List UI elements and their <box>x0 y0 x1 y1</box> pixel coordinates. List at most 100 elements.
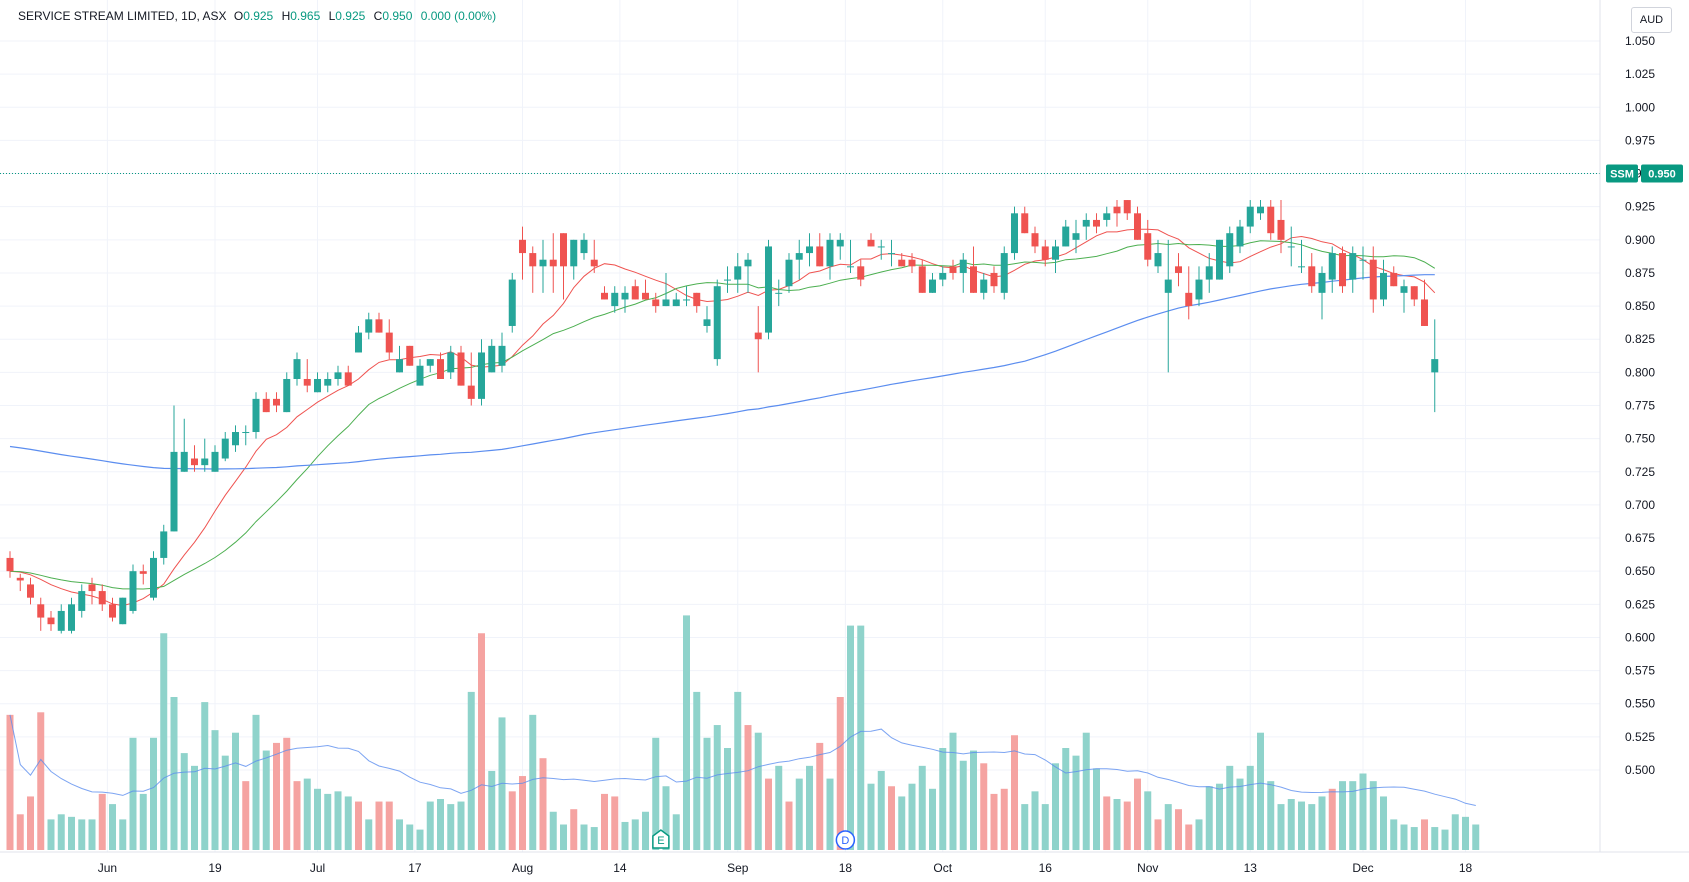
volume-bar <box>467 691 475 850</box>
candlesticks <box>6 200 1439 634</box>
candle-body <box>447 352 455 373</box>
volume-bar <box>1277 804 1285 850</box>
candle <box>1041 239 1049 267</box>
volume-bar <box>1267 781 1275 850</box>
event-marker-d[interactable]: D <box>835 830 856 850</box>
volume-bar <box>211 730 219 850</box>
candle <box>713 279 721 366</box>
currency-button[interactable]: AUD <box>1631 7 1672 33</box>
y-tick-label: 0.550 <box>1625 697 1655 711</box>
high-label: H <box>281 9 291 23</box>
volume-bar <box>1052 763 1059 850</box>
volume-bar <box>1011 735 1018 850</box>
x-tick-label: Aug <box>512 861 533 875</box>
volume-bar <box>1390 819 1398 850</box>
candle <box>467 352 475 406</box>
candle <box>1267 200 1275 240</box>
candle <box>385 319 393 360</box>
volume-bar <box>68 816 75 850</box>
candle-body <box>1011 213 1018 254</box>
volume-bar <box>16 814 24 850</box>
candle-body <box>1410 286 1418 300</box>
volume-bars <box>6 615 1480 850</box>
candle-body <box>959 259 967 273</box>
volume-bar <box>652 737 660 850</box>
candle-body <box>467 385 475 399</box>
candle <box>785 253 793 293</box>
candle <box>98 584 106 611</box>
candle <box>211 445 219 472</box>
volume-bar <box>160 633 168 850</box>
volume-bar <box>27 796 34 850</box>
candle <box>314 372 321 393</box>
candle <box>836 233 844 260</box>
candle <box>1031 226 1039 254</box>
y-tick-label: 0.725 <box>1625 465 1655 479</box>
volume-bar <box>826 778 834 850</box>
low-label: L <box>328 9 336 23</box>
event-marker-e[interactable]: E <box>652 829 670 849</box>
volume-bar <box>201 702 209 850</box>
volume-bar <box>242 781 250 850</box>
event-marker-label: D <box>841 835 849 847</box>
y-tick-label: 0.625 <box>1625 597 1655 611</box>
volume-bar <box>109 804 116 850</box>
ma-slow-line <box>9 274 1435 470</box>
volume-bar <box>1123 801 1131 850</box>
candle-body <box>539 259 547 267</box>
volume-bar <box>314 788 321 850</box>
volume-bar <box>1082 732 1090 850</box>
candle <box>1308 253 1316 293</box>
ma-mid-line <box>9 240 1436 590</box>
candle-body <box>1103 213 1111 220</box>
volume-moving-average <box>9 714 1476 806</box>
volume-bar <box>1318 796 1326 850</box>
candle-body <box>601 292 608 300</box>
candle-body <box>847 266 854 268</box>
x-tick-label: Jul <box>310 861 325 875</box>
candle <box>929 272 936 293</box>
candle <box>1134 206 1141 240</box>
candle <box>806 233 813 267</box>
candle-body <box>1298 266 1305 268</box>
volume-bar <box>1113 799 1121 850</box>
candle-body <box>703 319 711 326</box>
volume-bar <box>119 819 127 850</box>
candle <box>970 246 977 293</box>
candle <box>549 233 557 293</box>
candle-body <box>6 557 14 572</box>
candle <box>293 352 301 386</box>
candle <box>88 577 96 605</box>
candle <box>662 272 670 307</box>
volume-bar <box>6 714 14 850</box>
y-tick-label: 1.000 <box>1625 100 1655 114</box>
candle <box>262 392 270 413</box>
close-value: 0.950 <box>382 9 413 23</box>
candle-body <box>970 266 977 293</box>
price-badge: SSM 0.950 <box>1606 164 1683 183</box>
candle-body <box>744 259 752 267</box>
volume-bar <box>426 801 434 850</box>
candle <box>119 597 127 625</box>
candle-body <box>1236 226 1244 247</box>
candle-body <box>406 345 414 366</box>
candle-body <box>857 266 865 280</box>
candle-body <box>57 610 65 631</box>
candle <box>1400 279 1408 313</box>
volume-bar <box>57 814 65 850</box>
symbol-title: SERVICE STREAM LIMITED, 1D, ASX <box>18 9 227 23</box>
candle <box>1318 266 1326 320</box>
candle-body <box>396 359 403 373</box>
price-axis[interactable]: 0.500 0.525 0.550 0.575 0.600 0.625 0.650 0.675… <box>1625 34 1655 777</box>
candle <box>1390 266 1398 287</box>
candle-body <box>324 378 332 386</box>
candle-body <box>109 604 116 618</box>
y-tick-label: 0.575 <box>1625 664 1655 678</box>
volume-bar <box>529 714 537 850</box>
candle <box>1216 239 1223 280</box>
volume-bar <box>549 811 557 850</box>
candle <box>1052 239 1059 273</box>
time-axis[interactable]: Jun 19 Jul 17 Aug 14 Sep 18 Oct 16 Nov 13 Dec 18 <box>98 861 1473 875</box>
